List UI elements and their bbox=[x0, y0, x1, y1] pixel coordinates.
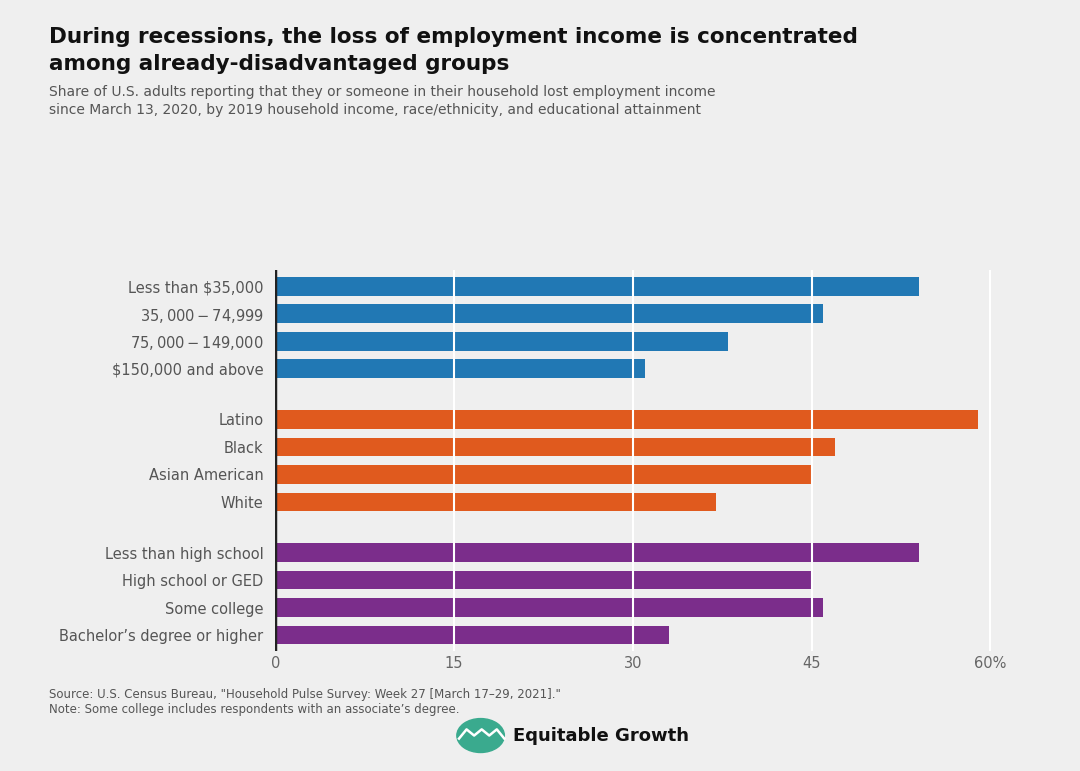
Bar bbox=[275, 277, 919, 295]
Bar bbox=[275, 359, 645, 378]
Bar bbox=[275, 571, 811, 590]
Bar bbox=[275, 332, 728, 351]
Bar bbox=[275, 626, 669, 645]
Bar bbox=[275, 544, 919, 562]
Bar bbox=[275, 305, 823, 323]
Bar bbox=[275, 465, 811, 483]
Text: During recessions, the loss of employment income is concentrated: During recessions, the loss of employmen… bbox=[49, 27, 858, 47]
Bar bbox=[275, 438, 835, 456]
Text: Note: Some college includes respondents with an associate’s degree.: Note: Some college includes respondents … bbox=[49, 703, 459, 716]
Bar bbox=[275, 493, 716, 511]
Text: Source: U.S. Census Bureau, "Household Pulse Survey: Week 27 [March 17–29, 2021]: Source: U.S. Census Bureau, "Household P… bbox=[49, 688, 561, 701]
Bar bbox=[275, 410, 978, 429]
Text: since March 13, 2020, by 2019 household income, race/ethnicity, and educational : since March 13, 2020, by 2019 household … bbox=[49, 103, 701, 117]
Text: among already-disadvantaged groups: among already-disadvantaged groups bbox=[49, 54, 509, 74]
Text: Equitable Growth: Equitable Growth bbox=[513, 726, 689, 745]
Text: Share of U.S. adults reporting that they or someone in their household lost empl: Share of U.S. adults reporting that they… bbox=[49, 85, 715, 99]
Bar bbox=[275, 598, 823, 617]
